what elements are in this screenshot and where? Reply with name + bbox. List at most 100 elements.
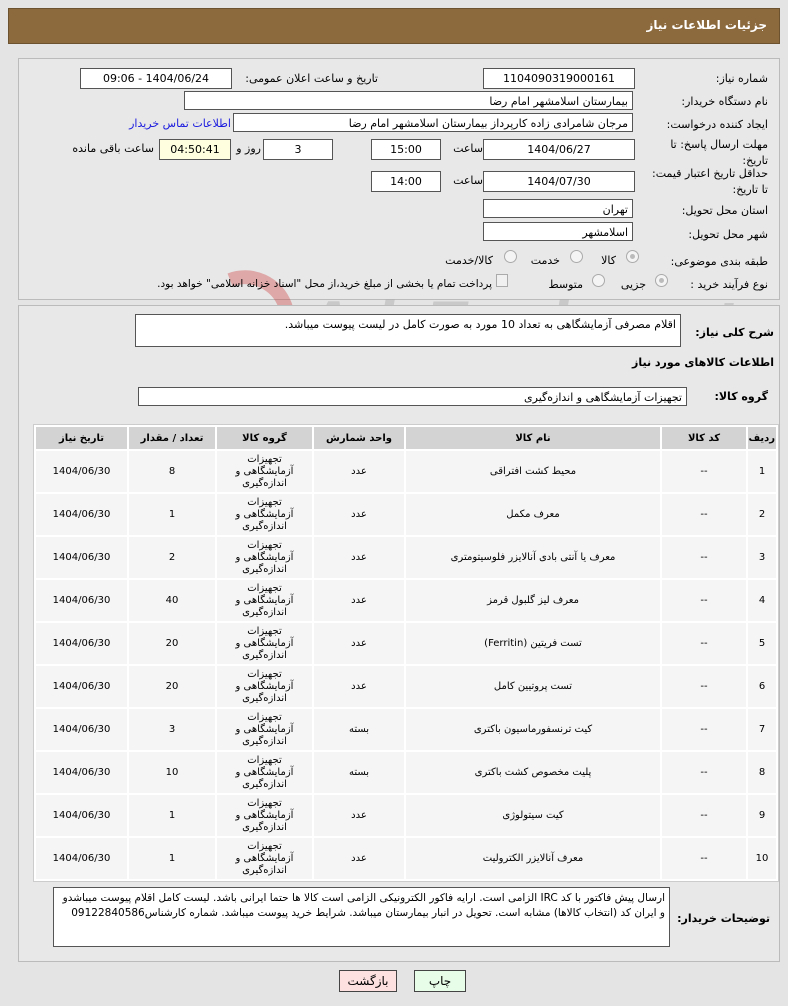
goods-group-cell: تجهیزات آزمایشگاهی و اندازه‌گیری xyxy=(217,451,312,492)
unit-cell: عدد xyxy=(314,494,404,535)
reply-time-field: 15:00 xyxy=(371,139,441,160)
goods-group-field: تجهیزات آزمایشگاهی و اندازه‌گیری xyxy=(138,387,687,406)
days-label: روز و xyxy=(236,142,261,155)
quantity-cell: 40 xyxy=(129,580,215,621)
unit-cell: بسته xyxy=(314,709,404,750)
unit-cell: عدد xyxy=(314,666,404,707)
category-radio-goods[interactable] xyxy=(626,250,639,263)
buyer-notes-textarea[interactable]: ارسال پیش فاکتور با کد IRC الزامی است. ا… xyxy=(53,887,670,947)
process-option-minor: جزیی xyxy=(620,278,646,291)
column-header: واحد شمارش xyxy=(314,427,404,449)
category-radio-goods-service[interactable] xyxy=(504,250,517,263)
quantity-cell: 2 xyxy=(129,537,215,578)
goods-name-cell: معرف مکمل xyxy=(406,494,660,535)
goods-code-cell: -- xyxy=(662,494,746,535)
row-number-cell: 4 xyxy=(748,580,776,621)
process-radio-minor[interactable] xyxy=(655,274,668,287)
summary-textarea[interactable]: اقلام مصرفی آزمایشگاهی به تعداد 10 مورد … xyxy=(135,314,681,347)
page-header: جزئیات اطلاعات نیاز xyxy=(8,8,780,44)
unit-cell: عدد xyxy=(314,795,404,836)
goods-name-cell: معرف آنالایزر الکترولیت xyxy=(406,838,660,879)
column-header: تاریخ نیاز xyxy=(36,427,127,449)
back-button[interactable]: بازگشت xyxy=(339,970,397,992)
province-field: تهران xyxy=(483,199,633,218)
table-row: 4 -- معرف لیز گلبول قرمز عدد تجهیزات آزمایشگ… xyxy=(36,580,776,621)
quantity-cell: 3 xyxy=(129,709,215,750)
goods-group-cell: تجهیزات آزمایشگاهی و اندازه‌گیری xyxy=(217,795,312,836)
row-number-cell: 2 xyxy=(748,494,776,535)
row-number-cell: 5 xyxy=(748,623,776,664)
goods-name-cell: کیت سیتولوژی xyxy=(406,795,660,836)
quantity-cell: 20 xyxy=(129,623,215,664)
goods-code-cell: -- xyxy=(662,838,746,879)
goods-group-label: گروه کالا: xyxy=(714,390,768,403)
row-number-cell: 8 xyxy=(748,752,776,793)
goods-name-cell: محیط کشت افتراقی xyxy=(406,451,660,492)
goods-name-cell: پلیت مخصوص کشت باکتری xyxy=(406,752,660,793)
table-row: 5 -- تست فریتین (Ferritin) عدد تجهیزات آزمای… xyxy=(36,623,776,664)
unit-cell: بسته xyxy=(314,752,404,793)
need-date-cell: 1404/06/30 xyxy=(36,580,127,621)
goods-name-cell: تست فریتین (Ferritin) xyxy=(406,623,660,664)
notes-label: توضیحات خریدار: xyxy=(677,912,770,925)
payment-checkbox[interactable] xyxy=(496,274,508,287)
goods-code-cell: -- xyxy=(662,623,746,664)
print-button[interactable]: چاپ xyxy=(414,970,466,992)
column-header: کد کالا xyxy=(662,427,746,449)
need-number-label: شماره نیاز: xyxy=(715,72,768,85)
goods-info-title: اطلاعات کالاهای مورد نیاز xyxy=(632,356,774,369)
category-option-service: خدمت xyxy=(530,254,560,267)
table-row: 2 -- معرف مکمل عدد تجهیزات آزمایشگاهی و اندا… xyxy=(36,494,776,535)
need-date-cell: 1404/06/30 xyxy=(36,709,127,750)
goods-code-cell: -- xyxy=(662,451,746,492)
need-date-cell: 1404/06/30 xyxy=(36,838,127,879)
table-row: 1 -- محیط کشت افتراقی عدد تجهیزات آزمایشگاهی… xyxy=(36,451,776,492)
row-number-cell: 9 xyxy=(748,795,776,836)
unit-cell: عدد xyxy=(314,451,404,492)
goods-group-cell: تجهیزات آزمایشگاهی و اندازه‌گیری xyxy=(217,623,312,664)
unit-cell: عدد xyxy=(314,580,404,621)
validity-label: حداقل تاریخ اعتبار قیمت: تا تاریخ: xyxy=(652,167,768,196)
goods-name-cell: تست پروتیین کامل xyxy=(406,666,660,707)
table-row: 8 -- پلیت مخصوص کشت باکتری بسته تجهیزات آزما… xyxy=(36,752,776,793)
goods-code-cell: -- xyxy=(662,580,746,621)
process-radio-medium[interactable] xyxy=(592,274,605,287)
validity-date-field: 1404/07/30 xyxy=(483,171,635,192)
goods-group-cell: تجهیزات آزمایشگاهی و اندازه‌گیری xyxy=(217,580,312,621)
category-radio-service[interactable] xyxy=(570,250,583,263)
need-date-cell: 1404/06/30 xyxy=(36,752,127,793)
need-date-cell: 1404/06/30 xyxy=(36,623,127,664)
announce-field: 1404/06/24 - 09:06 xyxy=(80,68,232,89)
goods-name-cell: معرف یا آنتی بادی آنالایزر فلوسیتومتری xyxy=(406,537,660,578)
quantity-cell: 1 xyxy=(129,795,215,836)
row-number-cell: 6 xyxy=(748,666,776,707)
contact-buyer-link[interactable]: اطلاعات تماس خریدار xyxy=(129,117,231,130)
column-header: ردیف xyxy=(748,427,776,449)
reply-deadline-label: مهلت ارسال پاسخ: تا تاریخ: xyxy=(670,138,768,167)
announce-label: تاریخ و ساعت اعلان عمومی: xyxy=(245,72,378,85)
table-row: 7 -- کیت ترنسفورماسیون باکتری بسته تجهیزات آ… xyxy=(36,709,776,750)
quantity-cell: 10 xyxy=(129,752,215,793)
remaining-time-field: 04:50:41 xyxy=(159,139,231,160)
reply-date-field: 1404/06/27 xyxy=(483,139,635,160)
goods-group-cell: تجهیزات آزمایشگاهی و اندازه‌گیری xyxy=(217,838,312,879)
category-label: طبقه بندی موضوعی: xyxy=(670,255,768,268)
remaining-label: ساعت باقی مانده xyxy=(72,142,154,155)
validity-time-field: 14:00 xyxy=(371,171,441,192)
goods-group-cell: تجهیزات آزمایشگاهی و اندازه‌گیری xyxy=(217,752,312,793)
goods-code-cell: -- xyxy=(662,795,746,836)
goods-group-cell: تجهیزات آزمایشگاهی و اندازه‌گیری xyxy=(217,666,312,707)
goods-code-cell: -- xyxy=(662,709,746,750)
need-date-cell: 1404/06/30 xyxy=(36,537,127,578)
table-row: 9 -- کیت سیتولوژی عدد تجهیزات آزمایشگاهی و ا… xyxy=(36,795,776,836)
table-row: 3 -- معرف یا آنتی بادی آنالایزر فلوسیتومتر… xyxy=(36,537,776,578)
table-row: 6 -- تست پروتیین کامل عدد تجهیزات آزمایشگاهی… xyxy=(36,666,776,707)
buyer-field: بیمارستان اسلامشهر امام رضا xyxy=(184,91,633,110)
need-date-cell: 1404/06/30 xyxy=(36,451,127,492)
goods-code-cell: -- xyxy=(662,537,746,578)
buyer-label: نام دستگاه خریدار: xyxy=(681,95,768,108)
need-date-cell: 1404/06/30 xyxy=(36,795,127,836)
unit-cell: عدد xyxy=(314,537,404,578)
page-title: جزئیات اطلاعات نیاز xyxy=(646,18,767,32)
column-header: تعداد / مقدار xyxy=(129,427,215,449)
